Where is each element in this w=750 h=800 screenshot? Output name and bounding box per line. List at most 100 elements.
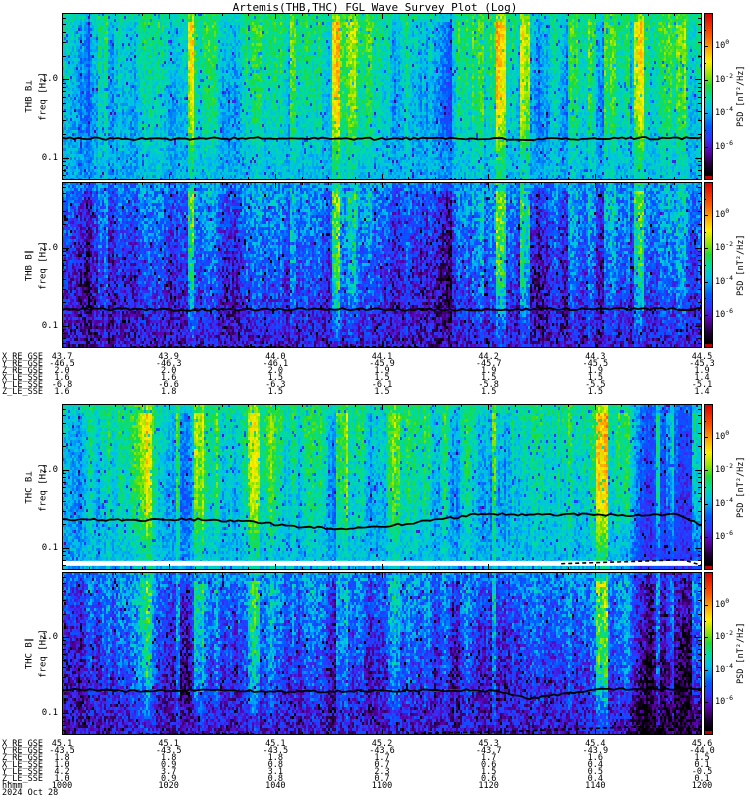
ytick-label: 1.0 <box>41 631 58 642</box>
colorbar-tick-label: 10-6 <box>715 306 734 320</box>
var-value: 1.0 <box>54 760 70 770</box>
var-value: -5.8 <box>478 380 499 390</box>
ytick-label: 0.1 <box>41 152 58 163</box>
var-value: 0.8 <box>267 760 283 770</box>
exponent: -2 <box>725 462 734 471</box>
var-value: -46.3 <box>155 359 182 369</box>
var-value: 1.9 <box>694 366 710 376</box>
var-label: Y_RE_GSE <box>2 359 43 369</box>
var-value: 1.6 <box>160 373 177 383</box>
exponent: -6 <box>725 694 734 703</box>
var-value: 0.6 <box>480 760 497 770</box>
var-value: 0.8 <box>267 774 283 784</box>
var-value: 0.5 <box>587 767 603 777</box>
colorbar-tick-label: 10-2 <box>715 240 734 254</box>
var-value: 1.8 <box>160 387 177 397</box>
var-value: 4.2 <box>54 767 70 777</box>
var-value: -6.6 <box>158 380 179 390</box>
var-value: 2.0 <box>267 366 283 376</box>
colorbar-thc-bperp <box>704 404 713 570</box>
var-value: 1.8 <box>54 753 70 763</box>
var-value: 45.1 <box>265 739 286 749</box>
colorbar-thb-bpar <box>704 182 713 348</box>
var-value: 1.5 <box>267 387 283 397</box>
var-value: 3.7 <box>160 767 177 777</box>
exponent: -2 <box>725 71 734 80</box>
var-value: -6.8 <box>51 380 73 390</box>
var-value: 43.7 <box>51 352 73 362</box>
var-value: 1.5 <box>480 767 497 777</box>
var-label: Z_LE_SSE <box>2 774 43 784</box>
var-label: X_LE_SSE <box>2 760 43 770</box>
var-value: 1.7 <box>374 753 390 763</box>
colorbar-title-thc-bpar: PSD [nT²/Hz] <box>735 622 746 685</box>
colorbar-tick-label: 10-2 <box>715 71 734 85</box>
date-label: 2024 Oct 28 <box>2 788 59 798</box>
var-value: 1.5 <box>587 373 603 383</box>
colorbar-tick-label: 10-6 <box>715 694 734 708</box>
var-value: 45.6 <box>691 739 713 749</box>
var-value: 0.1 <box>694 774 710 784</box>
var-value: -45.7 <box>475 359 502 369</box>
var-value: -43.5 <box>262 746 289 756</box>
exponent: -4 <box>725 495 734 504</box>
var-value: 45.1 <box>51 739 73 749</box>
var-value: -43.5 <box>155 746 182 756</box>
var-value: 44.3 <box>585 352 606 362</box>
var-value: 1.7 <box>480 753 497 763</box>
exponent: 0 <box>725 596 730 605</box>
panel-label-thc-bpar: THC B∥ <box>24 637 35 670</box>
var-value: -45.5 <box>582 359 609 369</box>
ytick-label: 0.1 <box>41 320 58 331</box>
var-label: Z_RE_GSE <box>2 366 43 376</box>
freq-axis-label-thb-bpar: freq [Hz] <box>38 240 49 290</box>
var-label: Y_RE_GSE <box>2 746 43 756</box>
var-value: 0.9 <box>160 760 177 770</box>
var-value: 2.3 <box>374 767 390 777</box>
var-value: 1.5 <box>480 373 497 383</box>
var-value: -45.3 <box>689 359 715 369</box>
ytick-label: 0.1 <box>41 542 58 553</box>
var-value: -6.3 <box>265 380 286 390</box>
colorbar-tick-label: 10-6 <box>715 528 734 542</box>
var-value: -0.5 <box>691 767 713 777</box>
var-label: X_LE_SSE <box>2 373 43 383</box>
var-value: 1.0 <box>54 774 70 784</box>
var-value: 45.3 <box>478 739 499 749</box>
colorbar-tick-label: 100 <box>715 38 730 52</box>
colorbar-tick-label: 100 <box>715 207 730 221</box>
var-value: 2.0 <box>54 366 70 376</box>
colorbar-thb-bperp <box>704 13 713 180</box>
var-value: 1.9 <box>480 366 497 376</box>
var-label: X_RE_GSE <box>2 739 43 749</box>
colorbar-tick-label: 100 <box>715 596 730 610</box>
var-value: 1.9 <box>374 366 390 376</box>
var-value: 1.5 <box>480 387 497 397</box>
var-value: -44.0 <box>689 746 715 756</box>
var-value: 1.6 <box>54 373 70 383</box>
ytick-label: 1.0 <box>41 464 58 475</box>
colorbar-tick-label: 10-2 <box>715 462 734 476</box>
var-value: 43.9 <box>158 352 179 362</box>
var-value: 0.4 <box>587 760 603 770</box>
var-value: 1.5 <box>374 387 390 397</box>
spectrogram-thc-bperp <box>62 404 702 570</box>
colorbar-title-thb-bpar: PSD [nT²/Hz] <box>735 234 746 296</box>
time-tick-label: 1100 <box>371 781 393 791</box>
time-tick-label: 1040 <box>265 781 286 791</box>
var-value: 1.5 <box>694 753 710 763</box>
time-tick-label: 1000 <box>51 781 73 791</box>
colorbar-tick-label: 10-6 <box>715 138 734 152</box>
colorbar-tick-label: 10-4 <box>715 661 734 675</box>
var-value: 45.1 <box>158 739 179 749</box>
var-value: 1.8 <box>267 753 283 763</box>
exponent: -4 <box>725 661 734 670</box>
colorbar-tick-label: 10-2 <box>715 629 734 643</box>
var-value: 1.6 <box>587 753 603 763</box>
exponent: -6 <box>725 138 734 147</box>
time-tick-label: 1020 <box>158 781 179 791</box>
var-value: 1.8 <box>160 753 177 763</box>
exponent: 0 <box>725 38 730 47</box>
time-tick-label: 1120 <box>478 781 499 791</box>
